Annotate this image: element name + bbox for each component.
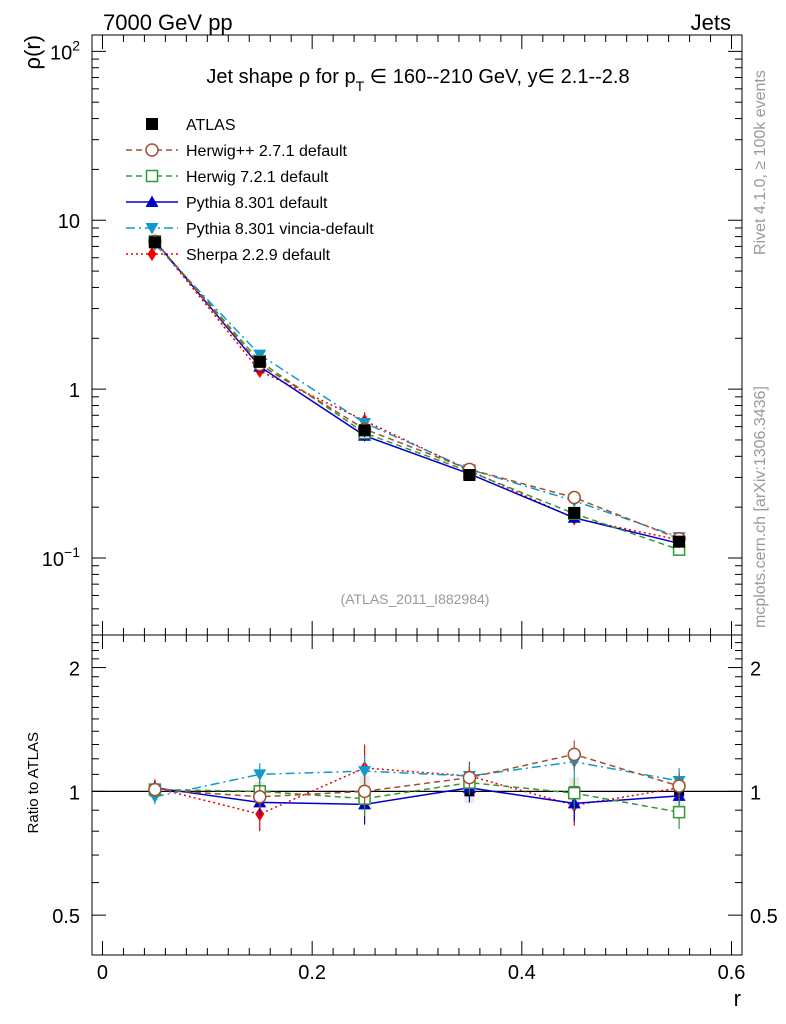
series-pythia-8-301-default: [148, 234, 686, 549]
chart-title-main: Jet shape ρ for p: [206, 66, 355, 88]
ratio-point: [358, 766, 372, 778]
data-point: [673, 535, 686, 548]
data-point: [358, 424, 371, 437]
ratio-y-tick-labels: 0.5 0.5 1 1 2 2: [52, 659, 778, 929]
y-tick-label-base: 10: [42, 549, 64, 571]
ratio-line: [154, 781, 680, 813]
header-left-label: 7000 GeV pp: [103, 10, 233, 35]
x-tick-label: 0.4: [508, 962, 536, 984]
main-series-group: [148, 234, 686, 556]
legend-item: Pythia 8.301 vincia-default: [126, 221, 374, 238]
ratio-point: [253, 769, 267, 781]
legend-label: Herwig 7.2.1 default: [186, 169, 329, 186]
ratio-y-tick-label-right: 0.5: [750, 906, 778, 928]
series-atlas: [148, 236, 686, 548]
y-tick-label: 1: [69, 380, 80, 402]
data-point: [253, 355, 266, 368]
chart-title-rest: ∈ 160--210 GeV, y∈ 2.1--2.8: [364, 66, 629, 88]
ratio-plot-panel: 0.5 0.5 1 1 2 2 0 0.2 0.4 0.6: [52, 634, 778, 984]
x-tick-label: 0.2: [298, 962, 326, 984]
y-tick-label-base: 10: [50, 42, 72, 64]
ratio-plot-frame: [91, 634, 743, 956]
ratio-series-group: [92, 740, 742, 832]
series-herwig-7-2-1-default: [148, 235, 686, 556]
ratio-series-herwig-2-7-1-default: [148, 740, 686, 809]
legend-label: Herwig++ 2.7.1 default: [186, 143, 348, 160]
legend-item: ATLAS: [146, 117, 236, 134]
legend-marker: [145, 143, 159, 157]
data-point: [148, 236, 161, 249]
ratio-series-herwig-7-2-1-default: [148, 771, 686, 829]
ratio-axis-ticks: [92, 634, 742, 956]
legend-item: Pythia 8.301 default: [126, 195, 328, 212]
series-herwig-2-7-1-default: [148, 234, 686, 546]
legend-marker: [146, 118, 158, 130]
analysis-watermark: (ATLAS_2011_I882984): [341, 591, 490, 607]
ratio-point: [567, 747, 582, 762]
ratio-point: [357, 784, 372, 799]
x-tick-label: 0.6: [718, 962, 746, 984]
ratio-y-axis-label: Ratio to ATLAS: [25, 732, 42, 833]
legend-item: Herwig 7.2.1 default: [126, 169, 329, 186]
ratio-point: [252, 790, 267, 804]
header-right-label: Jets: [691, 10, 731, 35]
ratio-y-tick-label-right: 2: [750, 659, 761, 681]
ratio-line: [154, 753, 680, 798]
x-tick-label: 0: [97, 962, 108, 984]
ratio-point: [148, 782, 162, 797]
series-line: [154, 240, 680, 545]
legend: ATLAS Herwig++ 2.7.1 default Herwig 7.2.1 …: [126, 117, 374, 264]
legend-label: ATLAS: [186, 117, 236, 134]
x-axis-label: r: [734, 986, 741, 1011]
legend-marker: [145, 223, 159, 235]
ratio-y-tick-label-left: 1: [69, 782, 80, 804]
legend-marker: [147, 247, 157, 261]
ratio-y-tick-label-left: 0.5: [52, 906, 80, 928]
legend-label: Pythia 8.301 default: [186, 195, 328, 212]
ratio-series-sherpa-2-2-9-default: [150, 744, 684, 832]
ratio-line: [154, 761, 680, 798]
main-y-axis-label: ρ(r): [20, 35, 45, 70]
ratio-y-tick-label-left: 2: [69, 659, 80, 681]
ratio-point: [462, 770, 477, 785]
legend-item: Sherpa 2.2.9 default: [126, 247, 331, 264]
legend-marker: [145, 169, 159, 183]
series-line: [154, 240, 680, 551]
data-point: [567, 490, 582, 505]
y-tick-label: 102: [50, 37, 80, 64]
ratio-point: [672, 805, 686, 819]
rivet-version-label: Rivet 4.1.0, ≥ 100k events: [752, 70, 769, 255]
y-tick-label: 10: [58, 211, 80, 233]
series-line: [154, 243, 680, 538]
ratio-point: [672, 779, 686, 793]
legend-marker: [145, 195, 159, 207]
ratio-line: [154, 787, 680, 806]
y-tick-label-exponent: 2: [72, 37, 80, 53]
data-point: [568, 506, 581, 519]
legend-label: Sherpa 2.2.9 default: [186, 247, 331, 264]
series-line: [154, 240, 680, 540]
data-point: [463, 469, 476, 482]
ratio-point: [568, 786, 581, 800]
y-tick-label-exponent: −1: [64, 544, 80, 560]
y-tick-label: 10−1: [42, 544, 80, 571]
mcplots-label: mcplots.cern.ch [arXiv:1306.3436]: [752, 386, 769, 628]
legend-label: Pythia 8.301 vincia-default: [186, 221, 374, 238]
x-tick-labels: 0 0.2 0.4 0.6: [97, 962, 746, 984]
series-pythia-8-301-vincia-default: [148, 239, 686, 544]
ratio-line: [154, 767, 680, 815]
series-line: [154, 240, 680, 541]
main-axis-ticks: [92, 35, 742, 635]
ratio-y-tick-label-right: 1: [750, 782, 761, 804]
chart-title: Jet shape ρ for pT ∈ 160--210 GeV, y∈ 2.…: [206, 66, 629, 94]
chart-title-subscript: T: [356, 78, 365, 94]
legend-item: Herwig++ 2.7.1 default: [126, 143, 348, 160]
series-sherpa-2-2-9-default: [150, 234, 684, 547]
